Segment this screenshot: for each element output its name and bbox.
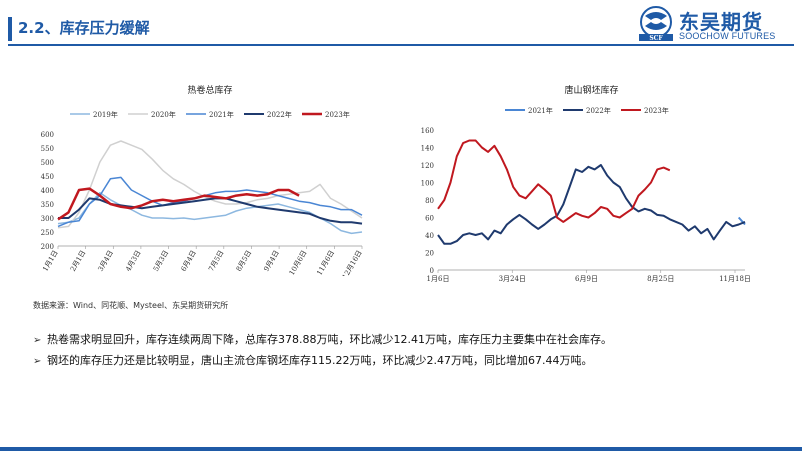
tangshan-billet-inventory-chart: 唐山钢坯库存 2021年 2022年 2023年 0 20 40 60 80 100 120 140 1… bbox=[421, 84, 751, 283]
y-tick-label: 250 bbox=[41, 229, 54, 237]
y-tick-label: 300 bbox=[41, 215, 54, 223]
slide-title: 2.2、库存压力缓解 bbox=[18, 19, 150, 37]
x-tick-label: 3月24日 bbox=[499, 275, 526, 283]
x-tick-label: 9月4日 bbox=[262, 249, 280, 273]
y-tick-label: 40 bbox=[425, 232, 434, 240]
footer-divider bbox=[0, 447, 802, 451]
series-line bbox=[437, 139, 671, 223]
y-tick-label: 140 bbox=[421, 145, 434, 153]
chart-title: 唐山钢坯库存 bbox=[564, 84, 618, 96]
x-tick-label: 6月9日 bbox=[575, 275, 598, 283]
logo-chinese-name: 东吴期货 bbox=[679, 10, 763, 34]
x-tick-label: 3月4日 bbox=[97, 249, 115, 273]
series-line bbox=[57, 192, 363, 235]
series-line bbox=[437, 164, 746, 245]
series-line bbox=[57, 140, 363, 229]
header-divider bbox=[8, 44, 794, 46]
bullet-1: ➢ 热卷需求明显回升，库存连续两周下降，总库存378.88万吨，环比减少12.41… bbox=[33, 331, 612, 347]
y-tick-label: 100 bbox=[421, 180, 434, 188]
x-tick-label: 5月3日 bbox=[152, 249, 170, 273]
slide-header: 2.2、库存压力缓解 SCF 东吴期货 SOOCHOW FUTURES bbox=[0, 0, 802, 48]
y-tick-label: 500 bbox=[41, 159, 54, 167]
y-tick-label: 0 bbox=[430, 267, 434, 275]
x-tick-label: 8月25日 bbox=[647, 275, 674, 283]
legend-label: 2022年 bbox=[586, 106, 611, 115]
arrow-bullet-icon: ➢ bbox=[33, 335, 42, 346]
legend-label: 2022年 bbox=[267, 110, 292, 119]
y-tick-label: 160 bbox=[421, 127, 434, 135]
y-tick-label: 400 bbox=[41, 187, 54, 195]
x-tick-label: 1月1日 bbox=[41, 249, 59, 273]
y-tick-label: 80 bbox=[425, 197, 434, 205]
legend-label: 2021年 bbox=[528, 106, 553, 115]
y-tick-label: 120 bbox=[421, 162, 434, 170]
y-tick-label: 600 bbox=[41, 131, 54, 139]
series-line bbox=[57, 176, 363, 228]
logo-english-name: SOOCHOW FUTURES bbox=[679, 31, 776, 41]
svg-text:SCF: SCF bbox=[649, 35, 663, 42]
x-tick-label: 12月16日 bbox=[341, 249, 364, 276]
x-tick-label: 6月4日 bbox=[180, 249, 198, 273]
y-tick-label: 550 bbox=[41, 145, 54, 153]
series-line bbox=[58, 197, 363, 225]
title-accent-bar bbox=[8, 17, 12, 41]
hot-coil-inventory-chart: 热卷总库存 2019年 2020年 2021年 2022年 2023年 200 250 300 3… bbox=[41, 84, 364, 276]
y-tick-label: 60 bbox=[425, 215, 434, 223]
company-logo: SCF 东吴期货 SOOCHOW FUTURES bbox=[637, 4, 797, 44]
y-tick-label: 350 bbox=[41, 201, 54, 209]
y-tick-label: 200 bbox=[41, 243, 54, 251]
x-tick-label: 2月1日 bbox=[69, 249, 87, 273]
bullet-2: ➢ 钢坯的库存压力还是比较明显，唐山主流仓库钢坯库存115.22万吨，环比减少2.… bbox=[33, 352, 592, 368]
legend-label: 2023年 bbox=[325, 110, 350, 119]
y-tick-label: 450 bbox=[41, 173, 54, 181]
x-tick-label: 11月18日 bbox=[719, 275, 751, 283]
series-line bbox=[57, 187, 300, 221]
x-tick-label: 8月5日 bbox=[235, 249, 253, 273]
x-tick-label: 4月3日 bbox=[124, 249, 142, 273]
legend-label: 2020年 bbox=[151, 110, 176, 119]
legend-label: 2021年 bbox=[209, 110, 234, 119]
bullet-2-text: 钢坯的库存压力还是比较明显，唐山主流仓库钢坯库存115.22万吨，环比减少2.4… bbox=[47, 354, 593, 367]
x-tick-label: 10月6日 bbox=[288, 249, 309, 276]
chart-title: 热卷总库存 bbox=[187, 84, 232, 96]
legend-label: 2019年 bbox=[93, 110, 118, 119]
arrow-bullet-icon: ➢ bbox=[33, 356, 42, 367]
x-tick-label: 1月6日 bbox=[427, 275, 450, 283]
legend-label: 2023年 bbox=[644, 106, 669, 115]
x-tick-label: 11月6日 bbox=[315, 249, 336, 276]
x-tick-label: 7月5日 bbox=[207, 249, 225, 273]
data-source-note: 数据来源：Wind、同花顺、Mysteel、东吴期货研究所 bbox=[33, 301, 229, 310]
bullet-1-text: 热卷需求明显回升，库存连续两周下降，总库存378.88万吨，环比减少12.41万… bbox=[47, 333, 612, 346]
logo-mark-icon: SCF bbox=[639, 6, 673, 42]
y-tick-label: 20 bbox=[425, 250, 434, 258]
